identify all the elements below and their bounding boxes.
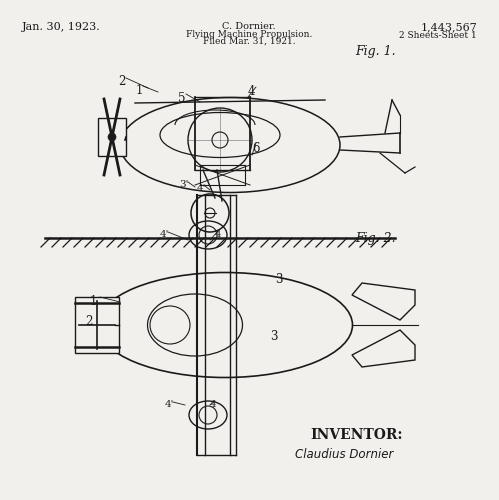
Text: 3': 3' <box>179 180 189 189</box>
Text: 2 Sheets-Sheet 1: 2 Sheets-Sheet 1 <box>399 31 477 40</box>
Text: 6: 6 <box>252 142 259 155</box>
Text: 2: 2 <box>85 315 92 328</box>
Bar <box>75 297 119 353</box>
Circle shape <box>212 132 228 148</box>
Text: Filed Mar. 31, 1921.: Filed Mar. 31, 1921. <box>203 37 295 46</box>
Text: Jan. 30, 1923.: Jan. 30, 1923. <box>22 22 101 32</box>
Text: 1: 1 <box>136 84 143 97</box>
Text: Fig. 2.: Fig. 2. <box>355 232 396 245</box>
Text: 5: 5 <box>178 92 186 105</box>
Bar <box>98 118 126 156</box>
Text: Flying Machine Propulsion.: Flying Machine Propulsion. <box>186 30 312 39</box>
Text: 4: 4 <box>248 85 255 98</box>
Text: 2: 2 <box>118 75 125 88</box>
Text: 1,443,567: 1,443,567 <box>420 22 477 32</box>
Text: Fig. 1.: Fig. 1. <box>355 45 396 58</box>
Text: 3: 3 <box>275 273 282 286</box>
Text: 4': 4' <box>165 400 174 409</box>
Text: Claudius Dornier: Claudius Dornier <box>295 448 393 461</box>
Text: 1: 1 <box>90 295 97 308</box>
Circle shape <box>106 131 118 143</box>
Text: 4': 4' <box>197 184 207 193</box>
Text: 4': 4' <box>160 230 169 239</box>
Text: C. Dornier.: C. Dornier. <box>222 22 276 31</box>
Text: 3: 3 <box>270 330 277 343</box>
Text: 4: 4 <box>215 230 222 239</box>
Text: 4: 4 <box>210 400 217 409</box>
Text: INVENTOR:: INVENTOR: <box>310 428 403 442</box>
Circle shape <box>108 133 116 141</box>
